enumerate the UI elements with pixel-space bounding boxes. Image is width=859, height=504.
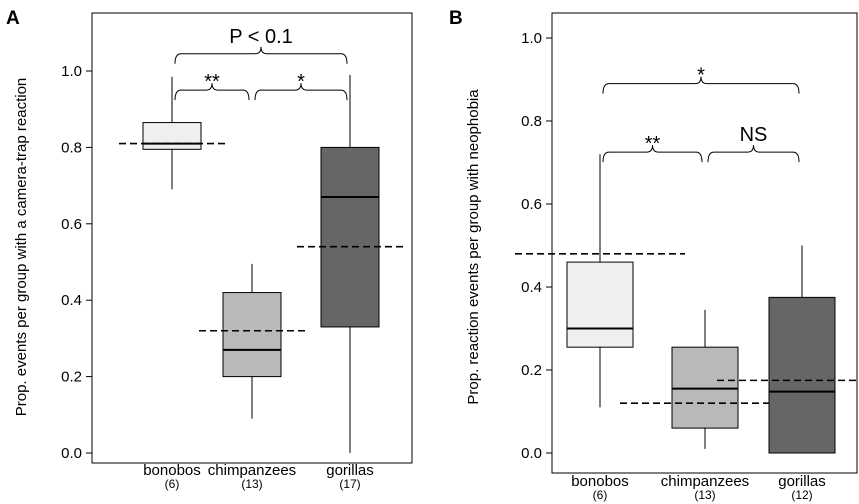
category-label: bonobos — [143, 462, 201, 479]
sample-size-label: (6) — [165, 477, 180, 491]
y-axis-a: 0.0 0.2 0.4 0.6 0.8 1.0 — [61, 63, 92, 462]
y-axis-label-a: Prop. events per group with a camera-tra… — [13, 78, 30, 417]
significance-label: P < 0.1 — [229, 26, 293, 48]
y-tick-label: 0.4 — [521, 279, 542, 296]
category-label: gorillas — [326, 462, 374, 479]
y-tick-label: 0.8 — [61, 139, 82, 156]
y-tick-label: 0.6 — [61, 216, 82, 233]
panel-letter-b: B — [449, 8, 463, 29]
sample-size-label: (6) — [593, 488, 608, 502]
box-iqr — [768, 296, 836, 454]
y-tick-label: 1.0 — [61, 63, 82, 80]
significance-brackets-a: ** *P < 0.1 — [174, 26, 348, 101]
y-axis-label-b: Prop. reaction events per group with neo… — [465, 89, 482, 405]
boxes-b — [515, 154, 859, 454]
significance-bracket — [602, 76, 800, 94]
significance-bracket — [602, 145, 703, 163]
significance-bracket — [707, 145, 800, 163]
significance-bracket — [254, 83, 348, 101]
significance-label: * — [297, 71, 305, 93]
sample-size-label: (13) — [694, 488, 715, 502]
sample-size-label: (12) — [791, 488, 812, 502]
panel-letter-a: A — [6, 8, 20, 29]
plot-frame-a — [91, 12, 413, 464]
box-iqr — [222, 292, 282, 378]
box-iqr — [671, 346, 739, 429]
box-iqr — [142, 122, 202, 150]
box-iqr — [320, 146, 380, 328]
panel-b: B Prop. reaction events per group with n… — [449, 8, 859, 502]
significance-bracket — [174, 83, 250, 101]
significance-brackets-b: ** NS * — [602, 65, 800, 163]
y-tick-label: 0.2 — [61, 369, 82, 386]
box-iqr — [566, 261, 634, 348]
x-axis-a: bonobos(6) chimpanzees(13) gorillas(17) — [143, 462, 374, 491]
sample-size-label: (17) — [339, 477, 360, 491]
significance-label: ** — [645, 133, 661, 155]
y-tick-label: 0.4 — [61, 292, 82, 309]
significance-label: * — [697, 65, 705, 87]
y-tick-label: 1.0 — [521, 30, 542, 47]
significance-bracket — [174, 46, 348, 64]
category-label: bonobos — [571, 473, 629, 490]
y-tick-label: 0.2 — [521, 362, 542, 379]
plot-frame-b — [551, 12, 858, 474]
category-label: chimpanzees — [661, 473, 749, 490]
significance-label: NS — [740, 124, 768, 146]
y-tick-label: 0.8 — [521, 113, 542, 130]
y-tick-label: 0.6 — [521, 196, 542, 213]
y-tick-label: 0.0 — [61, 445, 82, 462]
y-axis-b: 0.0 0.2 0.4 0.6 0.8 1.0 — [521, 30, 552, 462]
sample-size-label: (13) — [241, 477, 262, 491]
category-label: chimpanzees — [208, 462, 296, 479]
significance-label: ** — [204, 71, 220, 93]
panel-a: A Prop. events per group with a camera-t… — [6, 8, 413, 491]
boxes-a — [119, 74, 403, 453]
x-axis-b: bonobos(6) chimpanzees(13) gorillas(12) — [571, 473, 826, 502]
y-tick-label: 0.0 — [521, 445, 542, 462]
category-label: gorillas — [778, 473, 826, 490]
